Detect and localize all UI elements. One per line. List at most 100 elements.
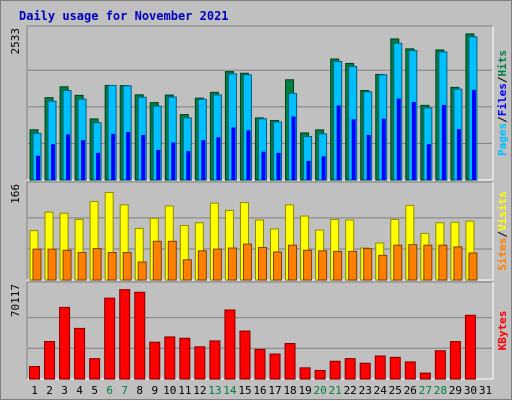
day-label: 6	[106, 384, 113, 397]
bar-kbytes	[194, 346, 206, 380]
bar-sites	[92, 248, 102, 281]
day-label: 3	[61, 384, 68, 397]
bar-sites	[273, 251, 283, 281]
side-label-files: Files	[496, 83, 509, 116]
bar-kbytes	[179, 337, 191, 380]
bar-kbytes	[374, 355, 386, 380]
side-label-separator: /	[496, 231, 509, 238]
bar-sites	[137, 261, 147, 281]
bar-sites	[212, 248, 222, 281]
bar-sites	[423, 244, 433, 281]
bar-sites	[197, 250, 207, 281]
bar-sites	[107, 252, 117, 281]
bar-kbytes	[89, 358, 101, 380]
bar-sites	[152, 240, 162, 281]
day-label: 16	[253, 384, 266, 397]
bar-sites	[257, 246, 267, 281]
bar-kbytes	[104, 297, 116, 380]
bar-kbytes	[314, 369, 326, 380]
bar-sites	[303, 249, 313, 281]
bar-kbytes	[449, 341, 461, 380]
bar-pages	[111, 133, 116, 180]
day-label: 5	[91, 384, 98, 397]
bar-kbytes	[239, 330, 251, 380]
bar-kbytes	[284, 343, 296, 380]
y-axis-max-label: 70117	[9, 284, 22, 317]
bar-kbytes	[119, 289, 131, 380]
side-label-separator: /	[496, 76, 509, 83]
bar-sites	[32, 248, 42, 281]
bar-kbytes	[299, 367, 311, 380]
day-label: 11	[178, 384, 191, 397]
day-label: 15	[238, 384, 251, 397]
bar-pages	[456, 129, 461, 180]
bar-sites	[182, 259, 192, 281]
bar-sites	[77, 252, 87, 281]
bar-pages	[81, 140, 86, 180]
bar-kbytes	[269, 353, 281, 380]
bar-pages	[321, 156, 326, 180]
chart-title: Daily usage for November 2021	[19, 9, 229, 23]
day-label: 29	[449, 384, 462, 397]
bar-pages	[471, 89, 476, 180]
day-label: 19	[298, 384, 311, 397]
day-label: 31	[479, 384, 492, 397]
bar-kbytes	[164, 336, 176, 380]
bar-sites	[363, 248, 373, 281]
bar-pages	[426, 144, 431, 180]
day-label: 21	[329, 384, 342, 397]
bar-sites	[122, 252, 132, 281]
bar-kbytes	[344, 358, 356, 380]
bar-kbytes	[404, 361, 416, 380]
bar-pages	[51, 144, 56, 180]
bar-sites	[167, 240, 177, 281]
bar-sites	[62, 249, 72, 281]
bar-kbytes	[329, 360, 341, 380]
day-label: 1	[31, 384, 38, 397]
bar-pages	[231, 127, 236, 180]
day-label: 8	[136, 384, 143, 397]
y-axis-max-label: 166	[9, 184, 22, 204]
day-label: 12	[193, 384, 206, 397]
day-label: 18	[283, 384, 296, 397]
day-label: 7	[121, 384, 128, 397]
side-labels-visits-sites: Sites/Visits	[496, 191, 509, 271]
y-axis-max-label: 2533	[9, 28, 22, 55]
bar-kbytes	[359, 362, 371, 380]
bar-pages	[381, 118, 386, 180]
bar-pages	[396, 98, 401, 180]
bar-kbytes	[419, 372, 431, 380]
side-labels-hits-files-pages: Pages/Files/Hits	[496, 50, 509, 156]
bar-pages	[411, 102, 416, 180]
day-label: 4	[76, 384, 83, 397]
bar-pages	[186, 151, 191, 180]
day-label: 27	[419, 384, 432, 397]
day-label: 22	[344, 384, 357, 397]
bar-sites	[408, 244, 418, 281]
bar-sites	[227, 247, 237, 281]
bar-kbytes	[59, 306, 71, 380]
side-label-hits: Hits	[496, 50, 509, 77]
side-label-visits: Visits	[496, 191, 509, 231]
day-label: 23	[359, 384, 372, 397]
bar-pages	[36, 155, 40, 180]
bar-kbytes	[44, 341, 56, 380]
side-label-sites: Sites	[496, 238, 509, 271]
bar-kbytes	[224, 309, 236, 380]
bar-pages	[66, 134, 71, 180]
day-label: 30	[464, 384, 477, 397]
bar-sites	[242, 243, 252, 281]
bar-kbytes	[434, 350, 446, 380]
bar-kbytes	[134, 291, 146, 380]
bar-sites	[288, 244, 298, 281]
bar-pages	[291, 116, 296, 180]
side-label-pages: Pages	[496, 123, 509, 156]
day-label: 9	[151, 384, 158, 397]
bar-kbytes	[209, 340, 221, 380]
bar-pages	[366, 134, 371, 180]
day-label: 26	[404, 384, 417, 397]
side-label-kbytes: KBytes	[496, 311, 509, 351]
bar-pages	[351, 119, 356, 180]
